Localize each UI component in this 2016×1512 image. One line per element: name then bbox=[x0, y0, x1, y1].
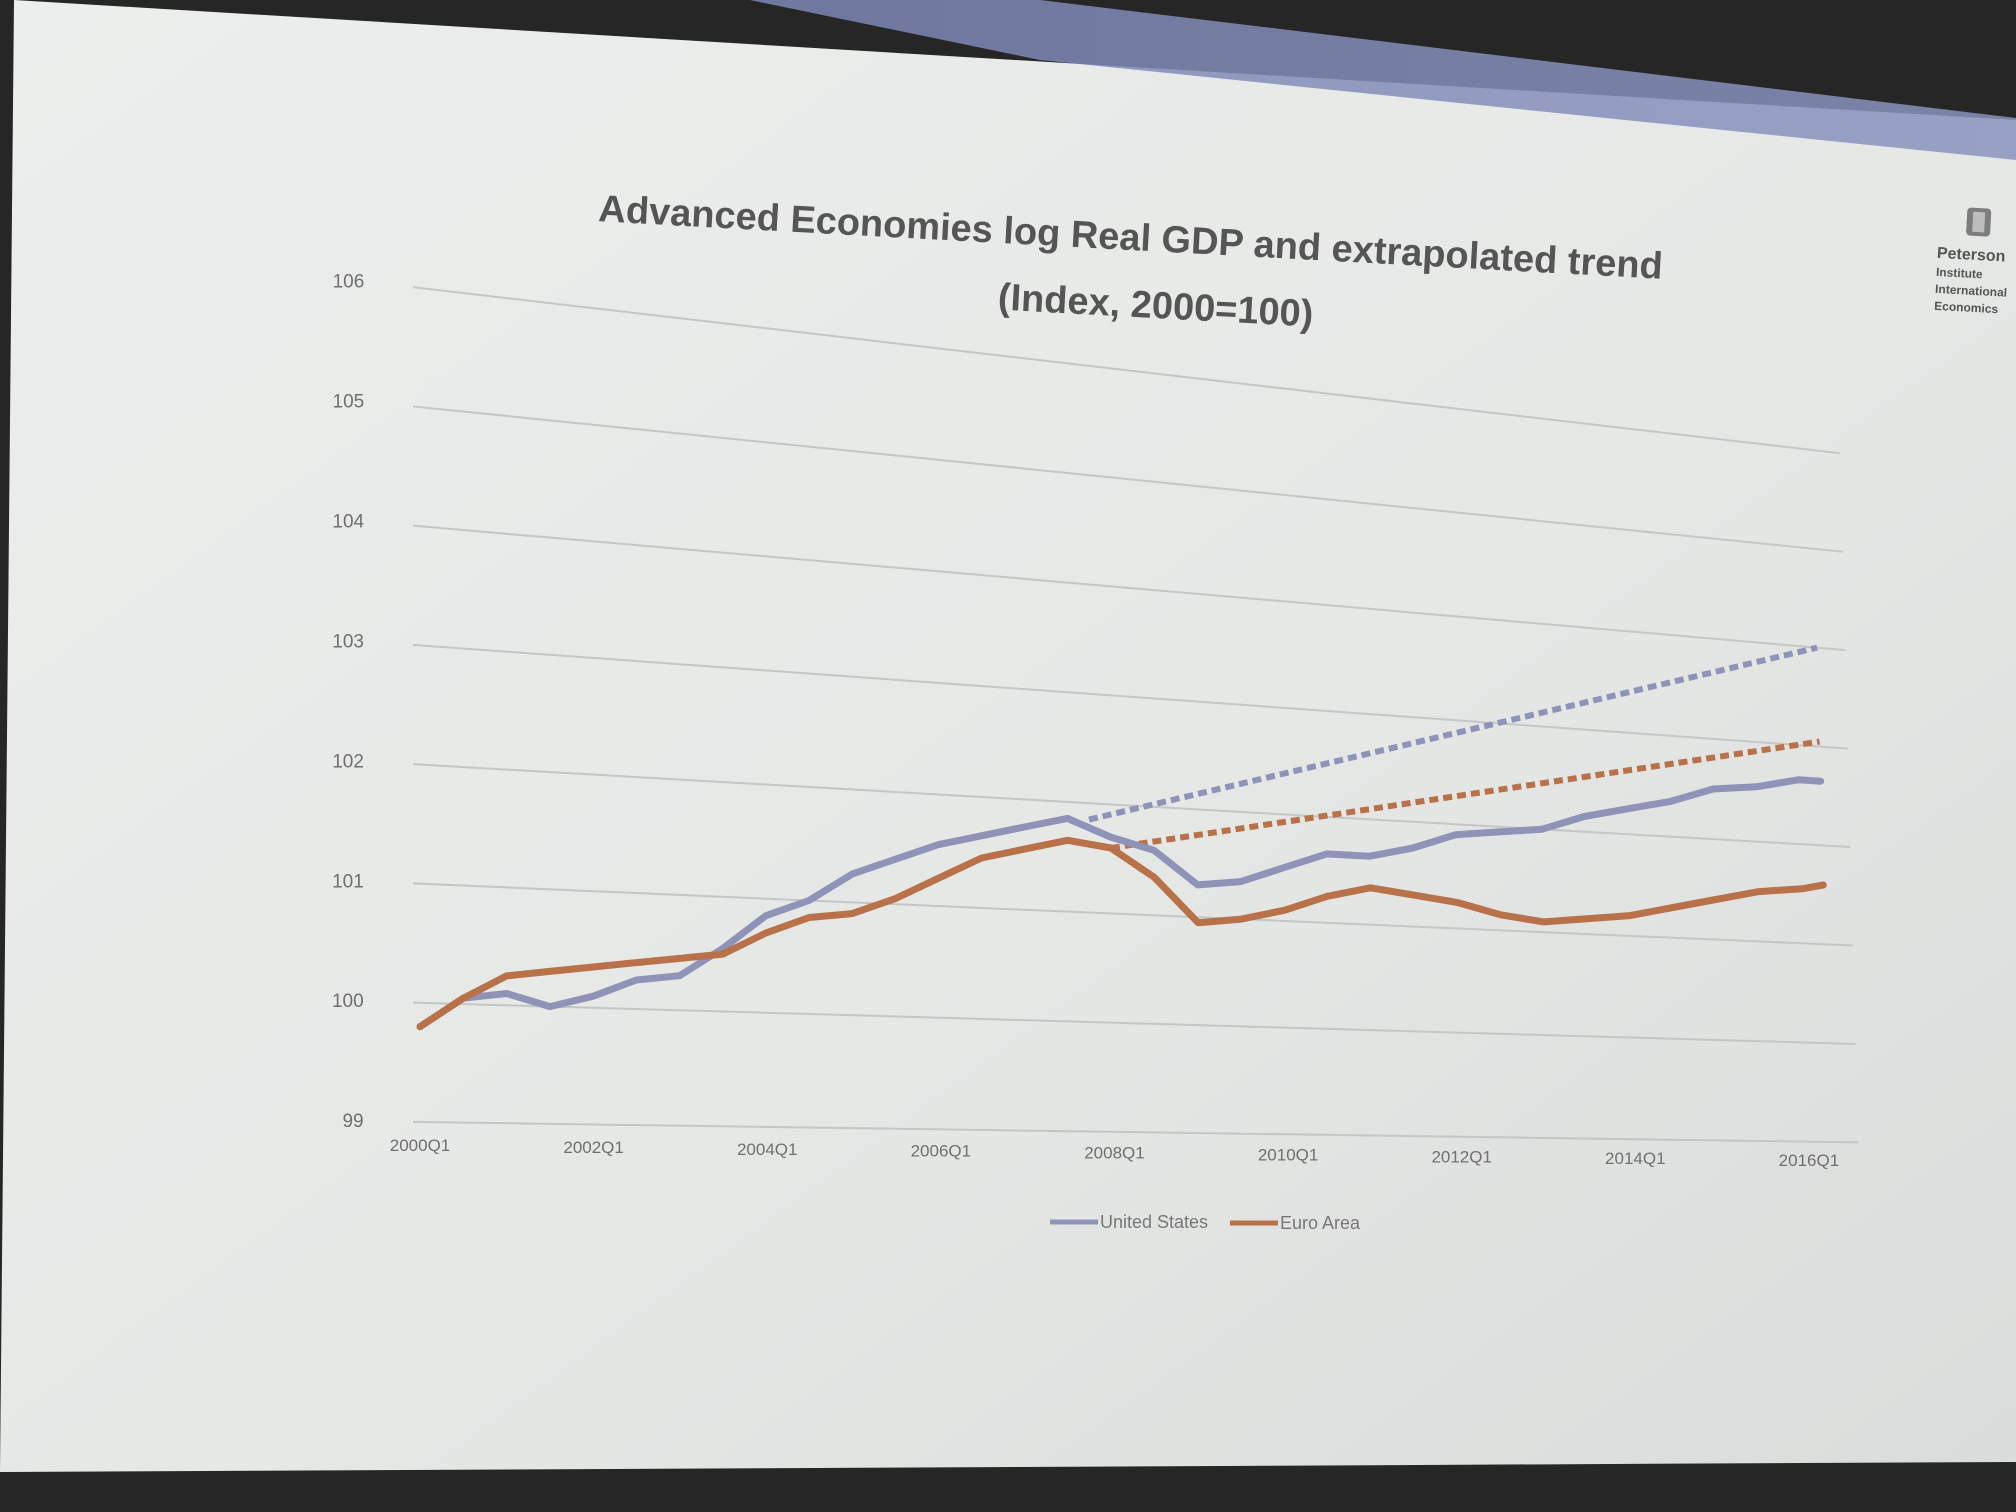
x-tick-label: 2006Q1 bbox=[911, 1142, 972, 1161]
gridlines bbox=[412, 286, 1859, 1144]
trend-line-euro-area bbox=[1110, 738, 1821, 851]
series-line-euro-area bbox=[416, 836, 1827, 1031]
x-tick-label: 2008Q1 bbox=[1084, 1144, 1145, 1163]
x-tick-label: 2010Q1 bbox=[1258, 1145, 1319, 1164]
x-tick-label: 2000Q1 bbox=[390, 1136, 451, 1155]
gridline-105 bbox=[412, 405, 1843, 553]
gridline-106 bbox=[412, 286, 1840, 455]
gridline-100 bbox=[412, 1001, 1856, 1045]
y-tick-label: 101 bbox=[332, 871, 364, 892]
trend-line-united-states bbox=[1088, 644, 1818, 823]
gridline-102 bbox=[412, 763, 1851, 849]
logo-emblem-icon bbox=[1966, 207, 1992, 237]
x-tick-label: 2012Q1 bbox=[1431, 1147, 1492, 1166]
y-tick-label: 99 bbox=[342, 1111, 363, 1132]
y-tick-label: 106 bbox=[333, 272, 365, 293]
data-series bbox=[416, 644, 1827, 1031]
x-axis-tick-labels: 2000Q1 2002Q1 2004Q1 2006Q1 2008Q1 2010Q1 2012… bbox=[390, 1136, 1839, 1170]
x-tick-label: 2004Q1 bbox=[737, 1140, 798, 1159]
x-tick-label: 2014Q1 bbox=[1605, 1149, 1666, 1168]
logo-line-2: Institute bbox=[1936, 265, 1984, 281]
x-tick-label: 2002Q1 bbox=[563, 1138, 624, 1157]
y-tick-label: 104 bbox=[332, 511, 364, 532]
logo-line-1: Peterson bbox=[1937, 245, 2006, 266]
logo-line-3: International bbox=[1935, 282, 2008, 300]
x-tick-label: 2016Q1 bbox=[1779, 1151, 1840, 1170]
institute-logo: Peterson Institute International Economi… bbox=[1934, 207, 2008, 316]
gridline-103 bbox=[412, 643, 1848, 750]
gridline-99 bbox=[412, 1120, 1859, 1144]
y-axis-tick-labels: 99 100 101 102 103 104 105 106 bbox=[332, 272, 365, 1133]
legend-label-euro-area: Euro Area bbox=[1280, 1213, 1361, 1233]
legend-label-united-states: United States bbox=[1100, 1212, 1208, 1232]
y-tick-label: 102 bbox=[332, 751, 364, 772]
series-line-united-states bbox=[416, 776, 1825, 1031]
gridline-104 bbox=[412, 524, 1846, 652]
slide-header-band bbox=[750, 0, 2016, 160]
y-tick-label: 100 bbox=[332, 991, 364, 1012]
y-tick-label: 103 bbox=[332, 631, 364, 652]
y-tick-label: 105 bbox=[333, 391, 365, 412]
legend: United States Euro Area bbox=[1050, 1212, 1361, 1233]
gridline-101 bbox=[412, 882, 1853, 947]
projection-screen bbox=[0, 0, 2016, 1472]
logo-line-4: Economics bbox=[1934, 299, 1999, 316]
